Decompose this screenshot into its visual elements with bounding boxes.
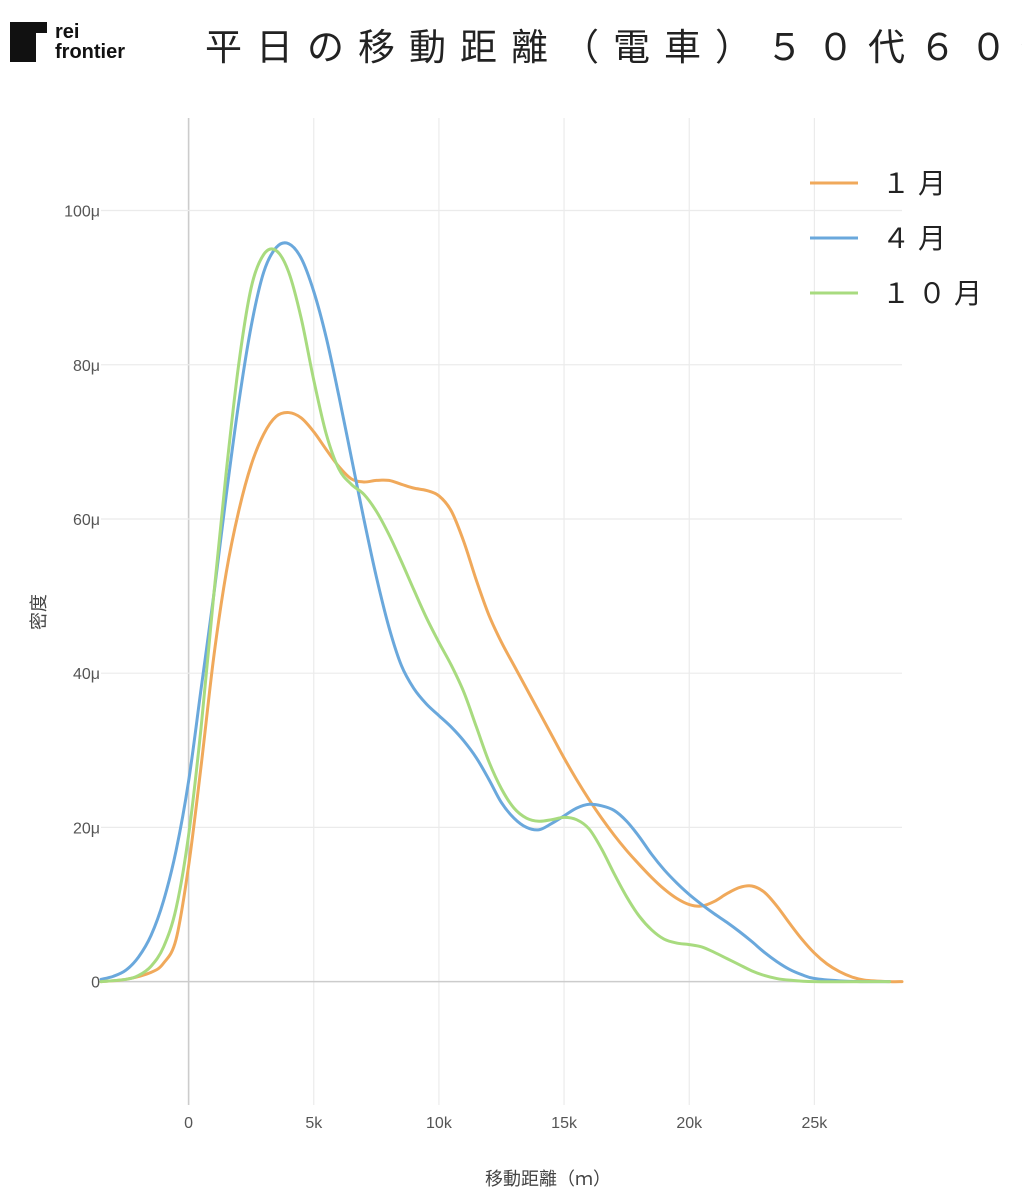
x-tick-label: 0 [184,1115,193,1132]
y-tick-label: 80μ [73,358,100,375]
logo-line-1: rei [55,21,79,43]
x-tick-label: 5k [305,1115,323,1132]
y-tick-label: 100μ [64,204,100,221]
y-tick-label: 20μ [73,820,100,837]
rei-frontier-flag-logo-icon [10,22,47,62]
legend: １月 ４月 １０月 [810,167,990,310]
y-tick-label: 40μ [73,666,100,683]
legend-label-1: １月 [882,167,954,200]
y-tick-label: 60μ [73,512,100,529]
logo-line-2: frontier [55,41,125,63]
series-line-3 [99,247,891,984]
chart-title: 平日の移動距離（電車）５０代６０代 [205,26,1022,69]
x-tick-label: 10k [426,1115,453,1132]
y-axis-label: 密度 [29,594,50,630]
legend-label-3: １０月 [882,277,990,310]
x-tick-label: 25k [801,1115,828,1132]
y-tick-label: 0 [91,975,100,992]
series-layer [99,241,904,984]
tick-layer: 0 5k 10k 15k 20k 25k 0 20μ 40μ 60μ 80μ 100μ [64,204,828,1132]
x-tick-label: 15k [551,1115,578,1132]
x-tick-label: 20k [676,1115,703,1132]
legend-label-2: ４月 [882,222,954,255]
rei-frontier-logo: rei frontier [10,21,125,63]
grid-layer [101,118,902,1105]
series-line-1 [99,411,904,984]
x-axis-label: 移動距離（ｍ） [485,1169,611,1190]
